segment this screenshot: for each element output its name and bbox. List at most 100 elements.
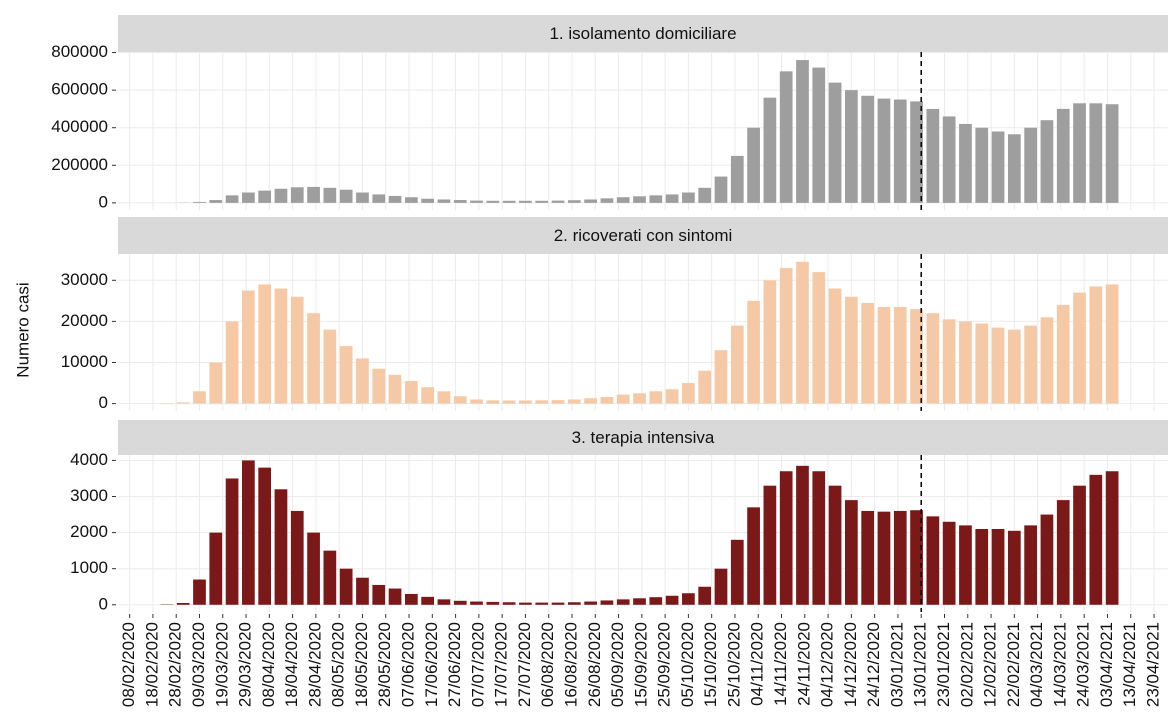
bar (502, 400, 516, 404)
bar (1024, 127, 1037, 203)
bar (910, 510, 923, 605)
bar (274, 489, 288, 605)
bar (193, 391, 206, 404)
bar (502, 602, 516, 605)
bar (1024, 525, 1037, 605)
y-tick-label: 600000 (51, 80, 108, 99)
bar (861, 510, 875, 605)
x-tick-label: 15/09/2020 (631, 622, 650, 707)
x-tick-label: 25/09/2020 (655, 622, 674, 707)
bar (926, 313, 940, 404)
bar (877, 98, 891, 203)
bar (274, 188, 288, 203)
bar (1040, 317, 1054, 404)
bar (584, 398, 597, 404)
bar (1056, 500, 1070, 605)
facet-title: 3. terapia intensiva (572, 428, 715, 447)
bar (519, 200, 532, 203)
bar (796, 465, 809, 605)
bar (176, 402, 190, 404)
bar (372, 584, 386, 605)
bar (747, 300, 760, 404)
y-tick-label: 3000 (70, 486, 108, 505)
bar (339, 189, 353, 203)
bar (1073, 103, 1086, 203)
bar (339, 346, 353, 404)
x-tick-label: 03/04/2021 (1097, 622, 1116, 707)
bar (470, 601, 483, 605)
bar (242, 460, 255, 605)
bar (763, 280, 777, 404)
bar (828, 288, 842, 404)
bar (388, 195, 402, 203)
bar (225, 195, 239, 203)
bar (633, 393, 646, 404)
bar (274, 288, 288, 404)
bar (698, 586, 712, 605)
y-tick-label: 800000 (51, 42, 108, 61)
y-tick-label: 2000 (70, 522, 108, 541)
bar (665, 389, 679, 404)
bar (258, 190, 272, 203)
bar (323, 187, 337, 203)
bar (730, 539, 744, 605)
bar (193, 201, 206, 203)
bar (942, 116, 956, 203)
bar (1089, 286, 1103, 404)
x-tick-label: 27/07/2020 (515, 622, 534, 707)
x-tick-label: 22/02/2021 (1004, 622, 1023, 707)
x-tick-label: 07/06/2020 (399, 622, 418, 707)
x-tick-label: 05/10/2020 (678, 622, 697, 707)
bar (453, 600, 467, 605)
x-tick-label: 09/03/2020 (189, 622, 208, 707)
bar (714, 568, 728, 605)
bar (1073, 292, 1086, 404)
bar (1007, 530, 1021, 605)
y-tick-label: 0 (99, 594, 108, 613)
bar (747, 507, 760, 605)
bar (290, 187, 304, 203)
x-tick-label: 24/12/2020 (864, 622, 883, 707)
bar (258, 284, 272, 404)
bar (616, 197, 630, 203)
bar (600, 198, 614, 203)
bar (486, 400, 500, 404)
bar (470, 399, 483, 404)
bar (1089, 103, 1103, 203)
bar (779, 471, 793, 605)
bar (649, 597, 663, 605)
bar (421, 198, 435, 203)
bar (633, 598, 646, 605)
bar (942, 319, 956, 404)
x-tick-label: 04/11/2020 (748, 622, 767, 706)
x-tick-label: 23/04/2021 (1144, 622, 1163, 707)
x-tick-label: 29/03/2020 (236, 622, 255, 707)
x-tick-label: 12/02/2021 (981, 622, 1000, 707)
bar (633, 196, 646, 203)
bar (730, 325, 744, 404)
bar (796, 261, 809, 404)
bar (519, 602, 532, 605)
bar (584, 199, 597, 203)
bar (730, 155, 744, 203)
bar (861, 95, 875, 203)
bar (404, 197, 418, 203)
bar (356, 358, 369, 404)
bar (388, 374, 402, 404)
x-tick-label: 15/10/2020 (701, 622, 720, 707)
bar (307, 313, 320, 404)
bar (372, 368, 386, 404)
bar (567, 399, 581, 404)
bar (567, 200, 581, 203)
bar (193, 579, 206, 605)
bar (975, 528, 989, 605)
bar (258, 467, 272, 605)
y-tick-label: 10000 (61, 352, 108, 371)
bar (812, 67, 826, 203)
x-tick-label: 24/03/2021 (1074, 622, 1093, 707)
bar (975, 323, 989, 404)
facet-strip (118, 15, 1168, 52)
bar (535, 602, 549, 605)
